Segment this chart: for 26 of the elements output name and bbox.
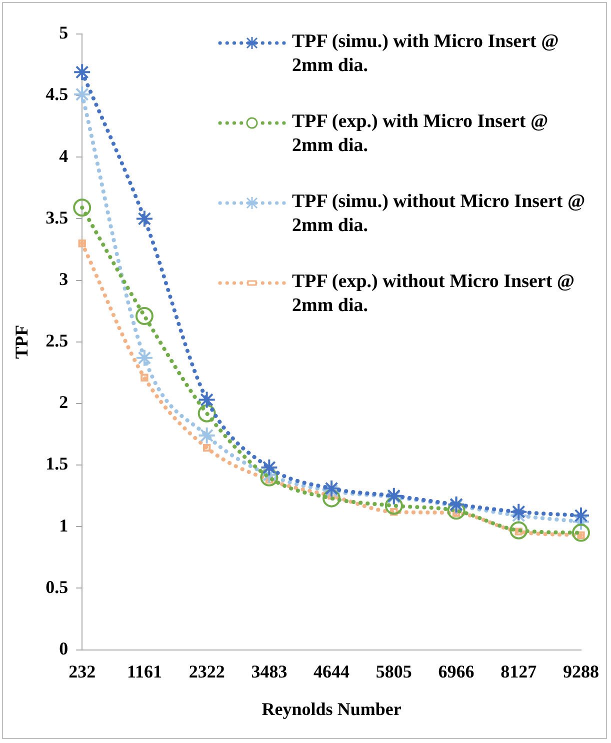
y-tick-label: 2 xyxy=(59,392,68,412)
y-tick-label: 0.5 xyxy=(46,576,68,597)
x-tick-label: 6966 xyxy=(438,661,474,682)
y-tick-label: 2.5 xyxy=(46,330,68,351)
legend-label: TPF (simu.) with Micro Insert @ 2mm dia. xyxy=(292,30,560,78)
y-tick-label: 1 xyxy=(59,515,68,536)
y-tick-label: 4.5 xyxy=(46,84,68,104)
x-tick-label: 9288 xyxy=(563,661,599,682)
legend-label: TPF (exp.) with Micro Insert @ 2mm dia. xyxy=(292,110,550,158)
x-tick-label: 8127 xyxy=(500,661,537,682)
legend-label: TPF (exp.) without Micro Insert @ 2mm dia. xyxy=(292,270,576,318)
y-tick-label: 3 xyxy=(59,268,68,289)
x-tick-label: 5805 xyxy=(376,661,412,682)
y-tick-label: 3.5 xyxy=(46,207,68,228)
x-tick-label: 232 xyxy=(68,661,96,682)
x-tick-label: 3483 xyxy=(251,661,288,682)
y-axis-title: TPF xyxy=(11,324,32,359)
legend-label: TPF (simu.) without Micro Insert @ 2mm dia. xyxy=(292,190,586,238)
x-axis-title: Reynolds Number xyxy=(262,698,402,719)
y-tick-label: 1.5 xyxy=(46,454,68,474)
x-tick-label: 4644 xyxy=(314,661,350,682)
x-tick-label: 1161 xyxy=(126,661,162,682)
x-tick-label: 2322 xyxy=(188,661,225,682)
y-tick-label: 0 xyxy=(59,638,68,658)
y-tick-label: 4 xyxy=(59,146,68,166)
y-tick-label: 5 xyxy=(59,22,68,43)
